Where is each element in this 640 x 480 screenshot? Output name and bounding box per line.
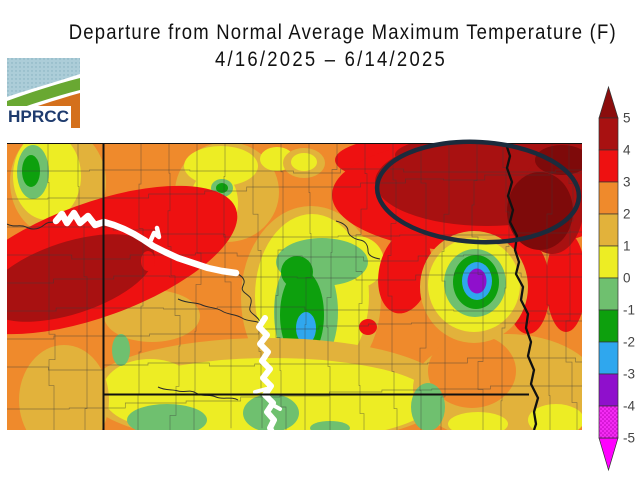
scale-tick-label: 0 — [623, 271, 631, 286]
state-borders — [7, 143, 582, 430]
sheyenne-river-line — [335, 220, 381, 260]
logo-sky-swoosh — [7, 58, 80, 97]
scale-segment — [598, 181, 619, 215]
missouri-river-line-west — [7, 220, 57, 230]
oahe-west-hook — [253, 387, 268, 394]
county-line — [387, 143, 398, 430]
county-line — [167, 143, 181, 430]
county-line — [546, 143, 553, 430]
logo-green-swoosh — [7, 78, 80, 113]
scale-arrow-below-min — [598, 437, 619, 472]
scale-tick-label: 5 — [623, 111, 631, 126]
scale-segment — [598, 245, 619, 279]
lake-oahe — [256, 315, 277, 430]
scale-tick-label: -4 — [623, 399, 635, 414]
scale-segment — [598, 149, 619, 183]
county-line — [7, 172, 582, 200]
cannonball-river-line — [177, 298, 261, 324]
county-line — [7, 320, 582, 340]
oahe-east-hook — [269, 402, 282, 411]
scale-segment — [598, 405, 619, 439]
scale-tick-label: -2 — [623, 335, 635, 350]
scale-tick-label: -1 — [623, 303, 635, 318]
scale-tick-label: -3 — [623, 367, 635, 382]
grand-river-line — [157, 386, 239, 401]
county-line — [7, 252, 582, 262]
county-line — [7, 272, 582, 284]
date-range: 4/16/2025 – 6/14/2025 — [214, 47, 448, 71]
contour-fills — [7, 143, 582, 430]
county-line — [47, 143, 56, 430]
scale-tick-label: 2 — [623, 207, 631, 222]
scale-tick-label: 4 — [623, 143, 631, 158]
red-river-border — [504, 143, 540, 430]
county-line — [7, 226, 582, 238]
map-area — [7, 143, 582, 430]
missouri-river-line-mid — [235, 272, 262, 327]
page-title: Departure from Normal Average Maximum Te… — [68, 20, 617, 44]
scale-segment — [598, 373, 619, 407]
county-line — [471, 143, 484, 430]
scale-segment — [598, 213, 619, 247]
scale-segment — [598, 277, 619, 311]
highlight-ellipse-annotation — [374, 139, 582, 245]
county-line — [223, 143, 232, 429]
color-scale: 5 4 3 2 1 0 -1 -2 -3 -4 -5 — [598, 85, 635, 472]
hprcc-logo: HPRCC — [7, 58, 80, 128]
logo-text-strip — [7, 106, 71, 128]
scale-segment — [598, 117, 619, 151]
water-bodies — [52, 209, 282, 430]
scale-tick-label: 1 — [623, 239, 631, 254]
scale-tick-label: -5 — [623, 431, 635, 446]
county-line — [500, 143, 510, 430]
county-line — [193, 143, 202, 430]
lake-north-arm — [147, 225, 162, 245]
county-line — [77, 143, 88, 430]
county-line — [304, 143, 312, 430]
lake-sakakawea — [52, 209, 240, 277]
county-line — [7, 168, 582, 174]
county-line — [440, 143, 450, 430]
logo-text: HPRCC — [8, 108, 69, 126]
river-lines — [7, 220, 381, 401]
scale-segment — [598, 341, 619, 375]
scale-tick-label: 3 — [623, 175, 631, 190]
scale-arrow-above-max — [598, 85, 619, 119]
county-line — [326, 143, 338, 430]
scale-segment — [598, 309, 619, 343]
county-line — [7, 385, 582, 410]
